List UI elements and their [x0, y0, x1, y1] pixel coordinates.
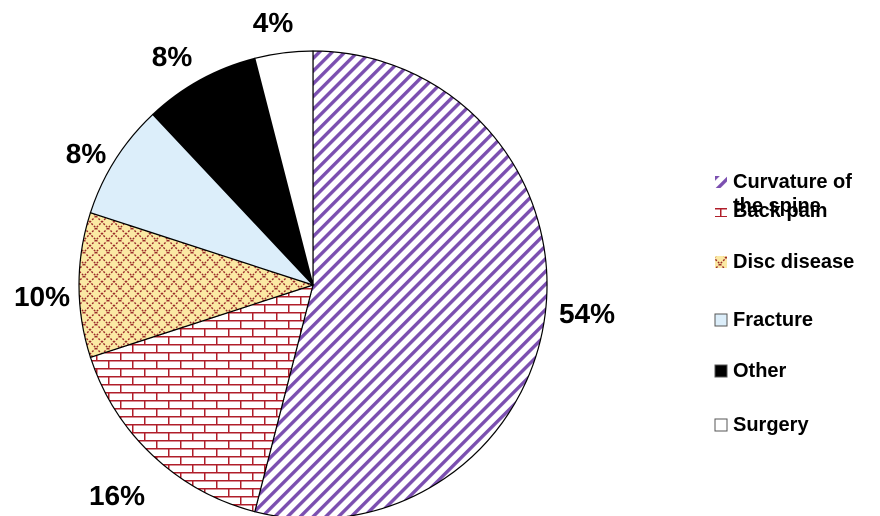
pie-slice-curvature-of-the-spine	[254, 50, 548, 516]
data-label-surgery: 4%	[253, 7, 294, 38]
legend-label-curvature-of-the-spine-line-1: Curvature of	[733, 171, 852, 193]
legend-swatch-fracture	[714, 313, 728, 327]
data-label-disc-disease: 10%	[14, 281, 70, 312]
pie-slice-other	[151, 57, 314, 286]
legend-swatch-curvature-of-the-spine	[715, 176, 727, 188]
legend-swatch-other	[714, 364, 728, 378]
legend-label-curvature-of-the-spine-line-2: the spine	[733, 195, 821, 217]
pie-slice-fracture	[89, 113, 314, 286]
legend-swatch-disc-disease	[715, 256, 727, 268]
legend-label-disc-disease: Disc disease	[733, 251, 854, 273]
data-label-other: 8%	[152, 41, 193, 72]
legend-label-surgery: Surgery	[733, 414, 809, 436]
pie-slice-disc-disease	[78, 211, 315, 359]
pie-slice-surgery	[254, 50, 314, 286]
data-label-fracture: 8%	[66, 138, 107, 169]
legend-swatch-surgery	[714, 418, 728, 432]
data-label-back-pain: 16%	[89, 480, 145, 511]
legend-swatch-back-pain	[715, 205, 727, 217]
pie-slice-back-pain	[89, 284, 314, 513]
data-label-curvature-of-the-spine: 54%	[559, 298, 615, 329]
legend-label-back-pain: Back pain	[733, 200, 827, 222]
legend-label-other: Other	[733, 360, 787, 382]
legend-label-fracture: Fracture	[733, 309, 813, 331]
